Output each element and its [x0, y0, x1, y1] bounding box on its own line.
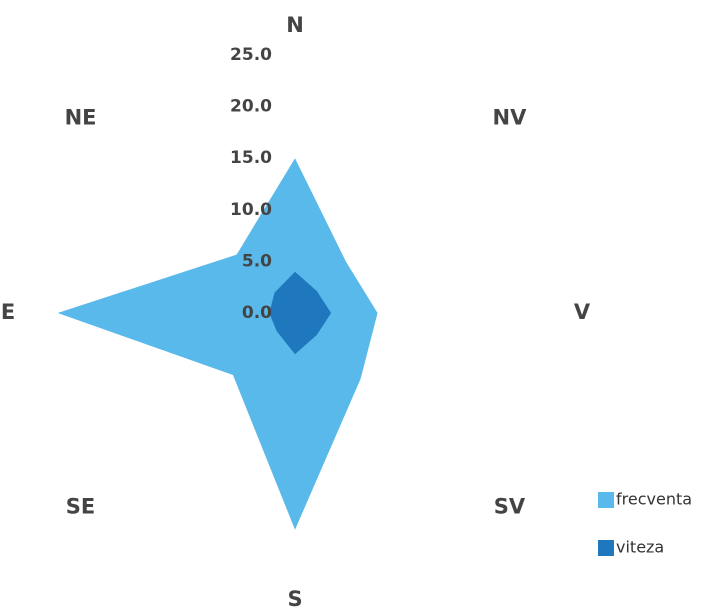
- tick-label: 25.0: [230, 45, 272, 65]
- category-label: N: [286, 13, 304, 37]
- legend-label: viteza: [616, 538, 664, 557]
- tick-label: 15.0: [230, 148, 272, 168]
- legend-swatch: [598, 492, 614, 508]
- series-area: [269, 271, 332, 355]
- category-label: E: [1, 300, 15, 324]
- category-label: SV: [494, 494, 526, 518]
- category-label: V: [574, 300, 591, 324]
- tick-label: 10.0: [230, 200, 272, 220]
- legend-label: frecventa: [616, 490, 692, 509]
- legend-swatch: [598, 540, 614, 556]
- series-area: [57, 158, 378, 530]
- category-label: S: [287, 587, 302, 611]
- tick-label: 0.0: [242, 303, 272, 323]
- tick-label: 5.0: [242, 251, 272, 271]
- category-label: NE: [65, 106, 97, 130]
- category-label: NV: [493, 106, 528, 130]
- category-label: SE: [66, 494, 95, 518]
- tick-label: 20.0: [230, 97, 272, 117]
